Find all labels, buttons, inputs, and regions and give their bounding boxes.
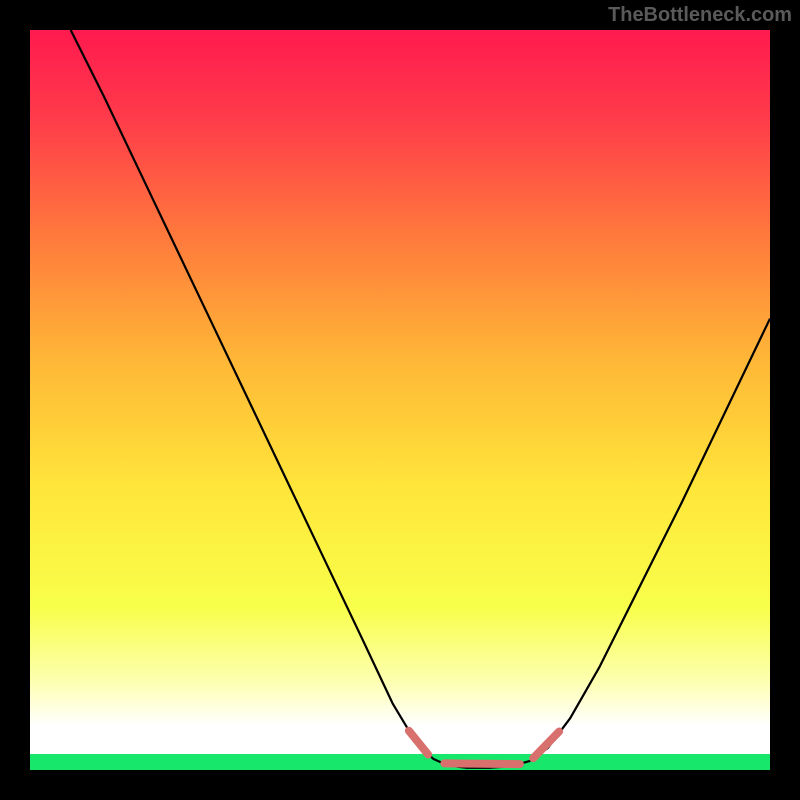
bottleneck-curve — [71, 30, 770, 768]
optimal-marker-segment — [444, 763, 519, 764]
curve-layer — [30, 30, 770, 770]
chart-container: TheBottleneck.com — [0, 0, 800, 800]
watermark: TheBottleneck.com — [608, 4, 792, 27]
plot-area — [30, 30, 770, 770]
optimal-marker-segment — [533, 732, 559, 759]
optimal-marker-segment — [409, 731, 428, 755]
